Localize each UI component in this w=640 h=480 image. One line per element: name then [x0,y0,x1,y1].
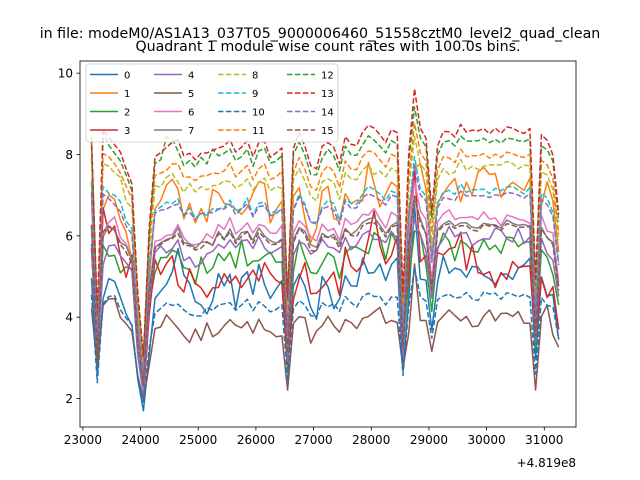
series-line-11 [90,122,560,363]
legend-label-11: 11 [252,126,265,137]
chart-title: Quadrant 1 module wise count rates with … [135,39,520,55]
legend-label-8: 8 [252,70,258,81]
legend-label-2: 2 [124,107,130,118]
series-line-15 [90,195,560,386]
series-line-10 [90,266,560,403]
y-tick-label: 2 [65,392,73,406]
y-tick-label: 4 [65,311,73,325]
plot-frame [79,60,577,428]
legend-label-3: 3 [124,126,130,137]
axes-layer: 23000 24000 25000 26000 27000 28000 29000 30000… [58,60,577,447]
legend-label-5: 5 [188,89,194,100]
series-line-4 [90,219,560,397]
legend-label-1: 1 [124,89,130,100]
legend-label-9: 9 [252,89,258,100]
series-line-5 [90,263,560,402]
legend-label-13: 13 [321,89,334,100]
legend-label-14: 14 [321,107,334,118]
series-line-8 [90,135,560,372]
legend-label-10: 10 [252,107,265,118]
legend-label-4: 4 [188,70,194,81]
series-line-13 [90,87,560,358]
series-line-0 [90,204,560,412]
x-axis-offset-label: +4.819e8 [517,456,576,470]
legend-label-7: 7 [188,126,194,137]
y-tick-label: 6 [65,229,73,243]
figure-suptitle: in file: modeM0/AS1A13_037T05_9000006460… [40,26,601,42]
series-line-3 [90,164,560,400]
legend-label-6: 6 [188,107,194,118]
x-tick-label: 24000 [121,433,159,447]
series-line-1 [90,161,560,376]
x-tick-label: 31000 [525,433,563,447]
legend-label-15: 15 [321,126,334,137]
series-layer [90,87,560,412]
legend-label-12: 12 [321,70,334,81]
x-tick-label: 26000 [237,433,275,447]
x-tick-label: 29000 [410,433,448,447]
x-tick-label: 23000 [64,433,102,447]
y-tick-label: 10 [58,67,73,81]
x-tick-label: 30000 [468,433,506,447]
series-line-6 [90,180,560,390]
x-tick-label: 27000 [294,433,332,447]
series-line-14 [90,166,560,377]
x-tick-label: 25000 [179,433,217,447]
legend-label-0: 0 [124,70,130,81]
series-line-9 [90,155,560,372]
series-line-2 [90,230,560,394]
y-tick-label: 8 [65,148,73,162]
legend-box [85,63,339,143]
x-tick-label: 28000 [352,433,390,447]
series-line-7 [90,197,560,388]
